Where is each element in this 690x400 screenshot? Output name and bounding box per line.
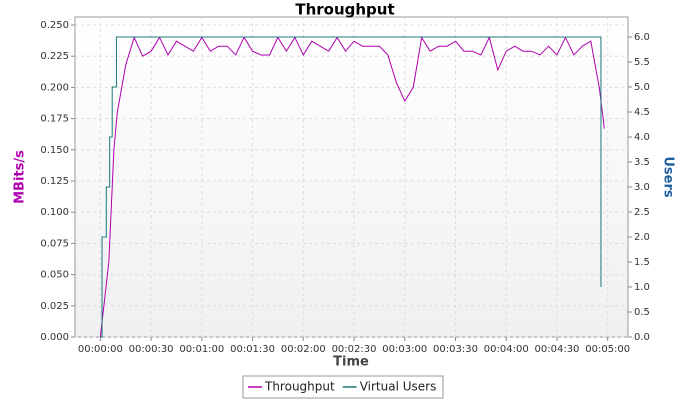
x-axis-label: Time — [333, 355, 369, 370]
y-tick-label: 0.150 — [40, 145, 69, 156]
series-line — [100, 36, 602, 338]
y2-tick-label: 6.0 — [634, 32, 650, 43]
y2-tick-label: 2.0 — [634, 232, 650, 243]
y2-tick-label: 1.5 — [634, 257, 650, 268]
y-tick-label: 0.025 — [40, 301, 69, 312]
y-tick-label: 0.200 — [40, 82, 69, 93]
y-tick-label: 0.050 — [40, 270, 69, 281]
series-line — [99, 36, 605, 338]
y-axis-label: MBits/s — [13, 150, 28, 204]
y-tick-label: 0.175 — [40, 114, 69, 125]
x-tick-label: 00:04:00 — [484, 344, 529, 355]
x-tick-label: 00:05:00 — [585, 344, 630, 355]
x-tick-label: 00:03:30 — [433, 344, 478, 355]
y2-tick-label: 5.0 — [634, 82, 650, 93]
x-tick-label: 00:02:30 — [332, 344, 377, 355]
x-tick-label: 00:02:00 — [281, 344, 326, 355]
y2-tick-label: 1.0 — [634, 282, 650, 293]
y2-tick-label: 4.0 — [634, 132, 650, 143]
y-tick-label: 0.125 — [40, 176, 69, 187]
y2-tick-label: 0.5 — [634, 307, 650, 318]
legend-label: Virtual Users — [360, 380, 437, 394]
y2-tick-label: 3.0 — [634, 182, 650, 193]
x-tick-label: 00:01:00 — [179, 344, 224, 355]
legend-label: Throughput — [264, 380, 335, 394]
x-tick-label: 00:03:00 — [382, 344, 427, 355]
y2-tick-label: 4.5 — [634, 107, 650, 118]
y-tick-label: 0.225 — [40, 51, 69, 62]
x-tick-label: 00:01:30 — [230, 344, 275, 355]
y-tick-label: 0.000 — [40, 332, 69, 343]
y2-tick-label: 2.5 — [634, 207, 650, 218]
y2-tick-label: 5.5 — [634, 57, 650, 68]
y2-tick-label: 0.0 — [634, 332, 650, 343]
y2-tick-label: 3.5 — [634, 157, 650, 168]
x-tick-label: 00:00:00 — [78, 344, 123, 355]
chart-title: Throughput — [295, 1, 394, 19]
plot-area — [74, 16, 629, 338]
y2-axis-label: Users — [661, 156, 676, 198]
x-tick-label: 00:04:30 — [535, 344, 580, 355]
y-tick-label: 0.100 — [40, 207, 69, 218]
y-tick-label: 0.250 — [40, 20, 69, 31]
y-tick-label: 0.075 — [40, 238, 69, 249]
x-tick-label: 00:00:30 — [129, 344, 174, 355]
